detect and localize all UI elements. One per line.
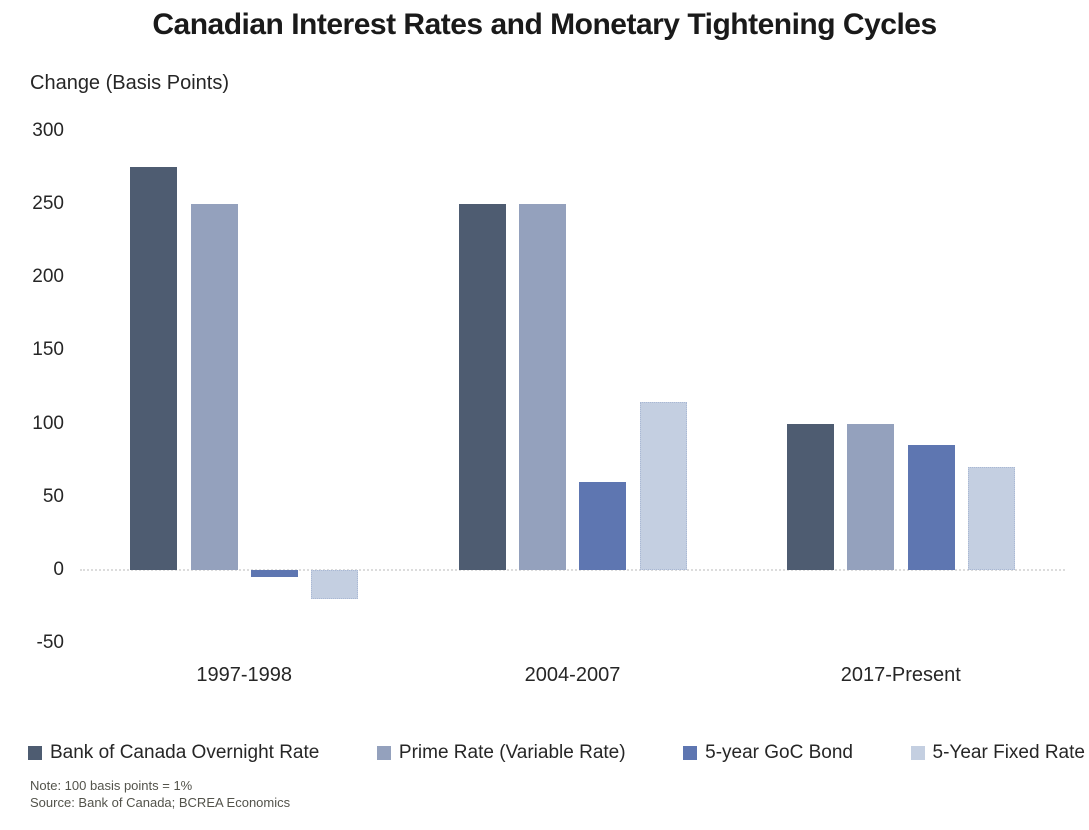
y-tick-label: 100 <box>32 412 64 434</box>
category-label: 2004-2007 <box>524 664 621 686</box>
legend-label: 5-Year Fixed Rate <box>932 742 1085 763</box>
legend-swatch-icon <box>28 746 42 760</box>
bar-2004-2007-series-3 <box>579 482 627 570</box>
y-tick-label: 50 <box>42 485 64 507</box>
bar-2004-2007-series-2 <box>518 203 566 571</box>
bar-1997-1998-series-1 <box>130 167 178 571</box>
legend-label: 5-year GoC Bond <box>705 742 853 763</box>
legend-item: 5-Year Fixed Rate <box>910 742 1085 764</box>
bar-2017-Present-series-3 <box>907 445 955 570</box>
chart-title: Canadian Interest Rates and Monetary Tig… <box>152 8 937 41</box>
y-tick-label: 300 <box>32 119 64 141</box>
legend: Bank of Canada Overnight Rate Prime Rate … <box>28 742 1085 764</box>
y-tick-label: -50 <box>36 632 64 654</box>
bar-2017-Present-series-4 <box>967 467 1015 571</box>
y-tick-label: 200 <box>32 266 64 287</box>
legend-swatch-icon <box>376 746 391 760</box>
note-line: Note: 100 basis points = 1% <box>30 778 193 793</box>
legend-item: Bank of Canada Overnight Rate <box>28 742 319 764</box>
bar-2004-2007-series-4 <box>639 401 687 571</box>
bar-2004-2007-series-1 <box>458 203 506 571</box>
category-label: 1997-1998 <box>196 664 292 686</box>
bar-1997-1998-series-2 <box>190 203 238 571</box>
bar-1997-1998-series-4 <box>311 570 359 600</box>
bar-1997-1998-series-3 <box>250 570 298 578</box>
bar-2017-Present-series-2 <box>847 423 895 570</box>
legend-swatch-icon <box>683 746 698 760</box>
source-line: Source: Bank of Canada; BCREA Economics <box>30 795 291 810</box>
zero-gridline <box>80 569 1065 571</box>
legend-label: Prime Rate (Variable Rate) <box>398 742 626 763</box>
y-axis-title: Change (Basis Points) <box>30 72 229 94</box>
y-tick-label: 250 <box>32 192 64 214</box>
bar-2017-Present-series-1 <box>786 423 834 570</box>
category-label: 2017-Present <box>840 664 961 686</box>
y-tick-label: 150 <box>32 339 64 361</box>
legend-item: Prime Rate (Variable Rate) <box>376 742 626 764</box>
legend-item: 5-year GoC Bond <box>683 742 853 764</box>
y-tick-label: 0 <box>53 559 64 580</box>
legend-swatch-icon <box>910 746 925 760</box>
legend-label: Bank of Canada Overnight Rate <box>50 742 320 763</box>
